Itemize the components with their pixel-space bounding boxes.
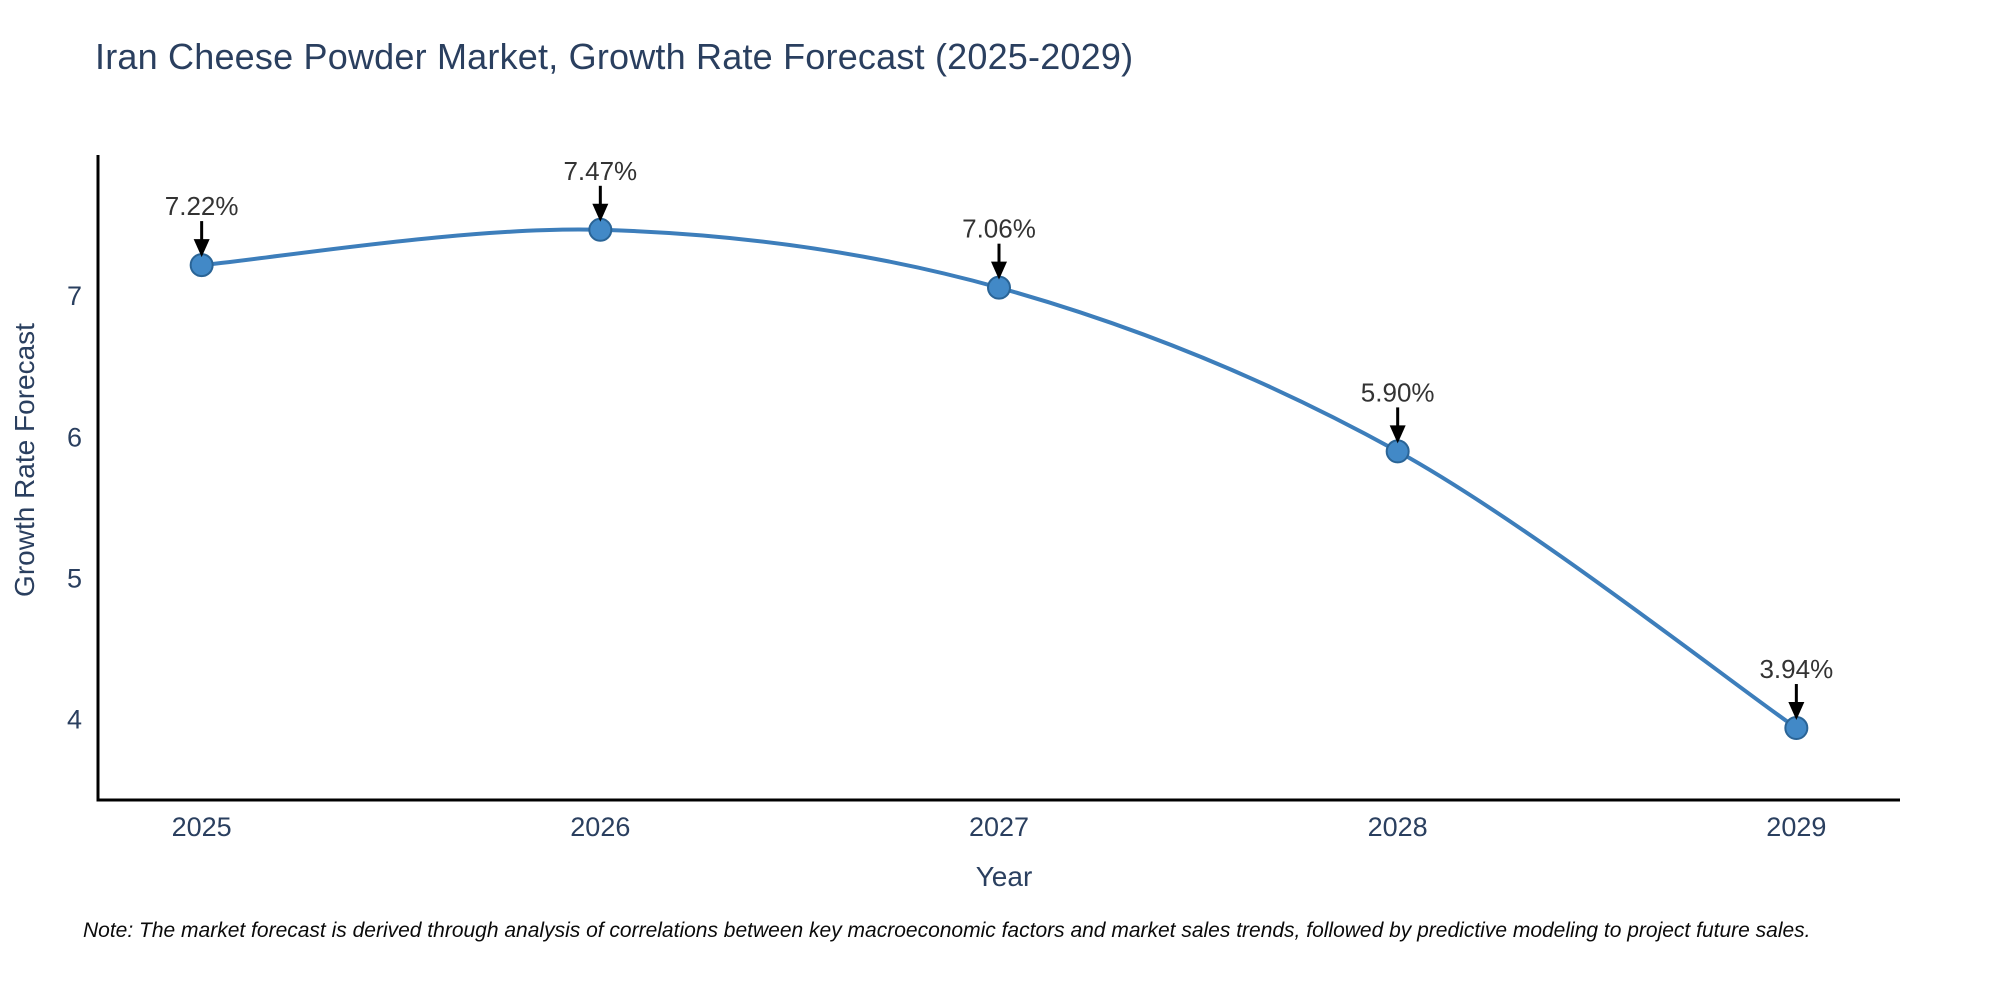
annotation-arrowhead bbox=[991, 261, 1007, 280]
point-value-label: 7.22% bbox=[165, 191, 239, 221]
x-axis-title: Year bbox=[976, 861, 1033, 892]
x-tick-label: 2027 bbox=[969, 812, 1029, 842]
y-tick-label: 4 bbox=[67, 705, 82, 735]
plot-area: 4 5 6 7 2025 2026 2027 2028 2029 7.22% 7.47% 7.06% 5… bbox=[67, 155, 1900, 842]
data-point-marker bbox=[987, 275, 1011, 300]
annotation-arrowhead bbox=[592, 203, 609, 222]
x-tick-label: 2025 bbox=[172, 812, 232, 842]
x-tick-label: 2029 bbox=[1766, 812, 1826, 842]
point-value-label: 7.47% bbox=[563, 156, 637, 186]
data-point-marker bbox=[189, 253, 214, 278]
x-tick-label: 2028 bbox=[1368, 812, 1428, 842]
y-tick-label: 5 bbox=[67, 563, 82, 593]
annotation-arrowhead bbox=[1389, 425, 1406, 444]
forecast-line bbox=[199, 227, 1799, 731]
point-value-label: 3.94% bbox=[1759, 654, 1833, 684]
y-tick-label: 6 bbox=[67, 422, 82, 452]
y-tick-label: 7 bbox=[67, 281, 82, 311]
y-axis-title: Growth Rate Forecast bbox=[9, 323, 40, 597]
data-point-marker bbox=[588, 217, 613, 242]
x-tick-label: 2026 bbox=[570, 812, 630, 842]
data-point-marker bbox=[1784, 716, 1809, 741]
annotation-arrowhead bbox=[1788, 702, 1805, 721]
chart-title: Iran Cheese Powder Market, Growth Rate F… bbox=[95, 36, 1134, 77]
annotation-arrowhead bbox=[193, 239, 210, 258]
data-point-marker bbox=[1385, 439, 1410, 464]
footnote: Note: The market forecast is derived thr… bbox=[83, 919, 1811, 942]
point-value-label: 5.90% bbox=[1361, 377, 1435, 407]
point-value-label: 7.06% bbox=[962, 214, 1036, 244]
